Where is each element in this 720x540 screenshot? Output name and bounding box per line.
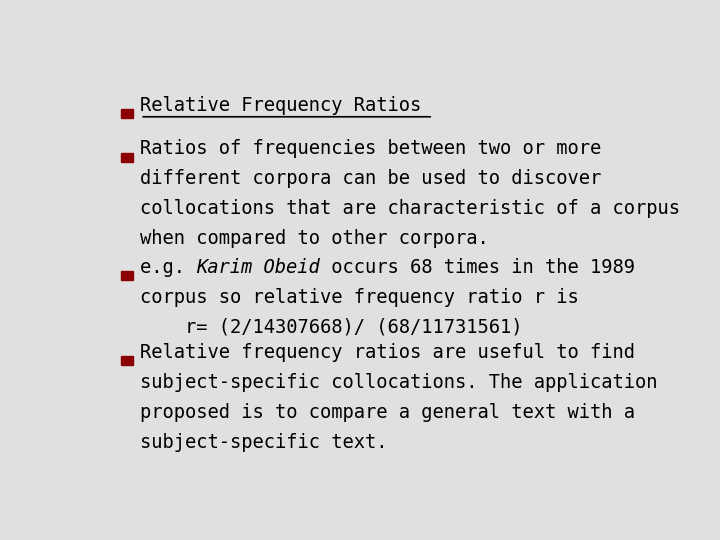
Text: e.g.: e.g.: [140, 258, 197, 277]
Text: subject-specific collocations. The application: subject-specific collocations. The appli…: [140, 373, 658, 392]
Text: Relative frequency ratios are useful to find: Relative frequency ratios are useful to …: [140, 343, 635, 362]
Text: Ratios of frequencies between two or more: Ratios of frequencies between two or mor…: [140, 139, 601, 158]
Text: Relative Frequency Ratios: Relative Frequency Ratios: [140, 96, 421, 114]
Text: corpus so relative frequency ratio r is: corpus so relative frequency ratio r is: [140, 288, 579, 307]
Text: when compared to other corpora.: when compared to other corpora.: [140, 229, 489, 248]
Text: different corpora can be used to discover: different corpora can be used to discove…: [140, 170, 601, 188]
Text: proposed is to compare a general text with a: proposed is to compare a general text wi…: [140, 403, 635, 422]
Text: collocations that are characteristic of a corpus: collocations that are characteristic of …: [140, 199, 680, 218]
Text: r= (2/14307668)/ (68/11731561): r= (2/14307668)/ (68/11731561): [140, 318, 523, 337]
Bar: [121, 109, 133, 118]
Bar: [121, 356, 133, 366]
Text: Karim Obeid: Karim Obeid: [197, 258, 320, 277]
Text: occurs 68 times in the 1989: occurs 68 times in the 1989: [320, 258, 635, 277]
Text: subject-specific text.: subject-specific text.: [140, 433, 388, 452]
Bar: [121, 271, 133, 280]
Bar: [121, 152, 133, 161]
